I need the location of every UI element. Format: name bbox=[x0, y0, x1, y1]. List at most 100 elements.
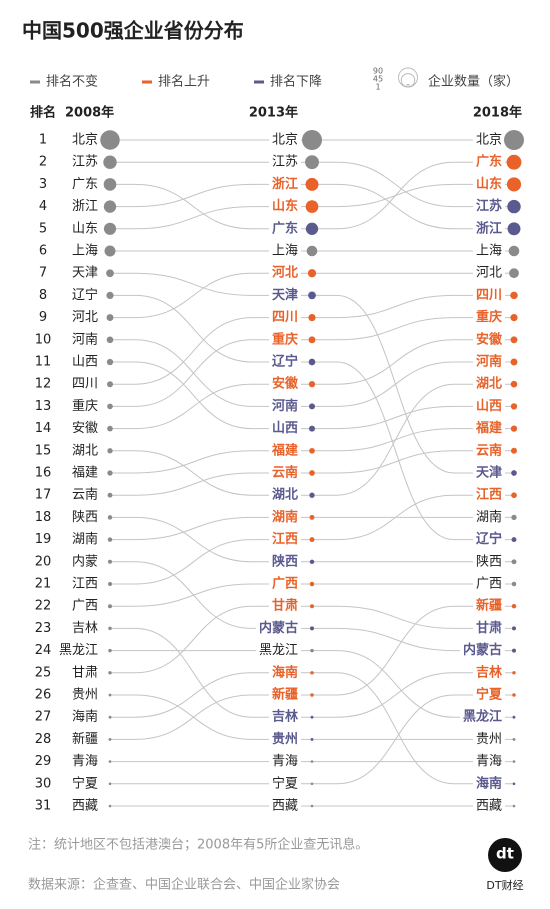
province-label: 福建 bbox=[475, 420, 502, 436]
rank-dot bbox=[308, 313, 316, 322]
label-bg bbox=[268, 353, 301, 371]
rank-dot bbox=[305, 222, 319, 235]
province-label: 天津 bbox=[72, 266, 98, 281]
province-label: 宁夏 bbox=[72, 775, 98, 791]
label-bg bbox=[472, 219, 505, 238]
province-label: 安徽 bbox=[72, 421, 98, 436]
province-label: 北京 bbox=[72, 133, 98, 148]
label-bg bbox=[472, 530, 505, 549]
province-label: 陕西 bbox=[476, 554, 502, 569]
label-bg bbox=[472, 397, 505, 416]
label-bg bbox=[472, 308, 505, 327]
rank-dot bbox=[512, 715, 516, 719]
rank-dot bbox=[309, 492, 315, 498]
connector bbox=[312, 183, 514, 230]
label-bg bbox=[268, 774, 301, 793]
rank-label: 18 bbox=[35, 510, 52, 525]
label-bg bbox=[268, 441, 301, 460]
rank-label: 15 bbox=[35, 443, 52, 458]
province-label: 陕西 bbox=[72, 510, 98, 525]
province-label: 青海 bbox=[72, 754, 98, 769]
connector bbox=[110, 605, 312, 674]
province-label: 湖南 bbox=[272, 509, 298, 525]
rank-label: 9 bbox=[39, 310, 47, 325]
rank-header: 排名 bbox=[30, 105, 56, 121]
rank-dot bbox=[107, 448, 113, 454]
rank-label: 16 bbox=[35, 466, 52, 481]
province-label: 青海 bbox=[476, 754, 502, 769]
province-label: 广东 bbox=[72, 177, 98, 192]
legend-label: 排名下降 bbox=[270, 74, 322, 90]
rank-dot bbox=[511, 603, 517, 609]
connector bbox=[110, 583, 312, 607]
label-bg bbox=[268, 730, 301, 749]
rank-dot bbox=[310, 604, 314, 609]
province-label: 新疆 bbox=[476, 598, 502, 614]
rank-dot bbox=[512, 737, 516, 741]
rank-dot bbox=[107, 403, 113, 410]
province-label: 辽宁 bbox=[272, 354, 298, 370]
connector bbox=[312, 183, 514, 208]
rank-dot bbox=[511, 447, 517, 454]
province-label: 云南 bbox=[272, 465, 298, 481]
label-bg bbox=[268, 397, 301, 416]
province-label: 湖北 bbox=[272, 488, 298, 503]
label-bg bbox=[472, 575, 505, 593]
rank-label: 6 bbox=[39, 244, 47, 259]
rank-label: 17 bbox=[35, 488, 52, 503]
rank-dot bbox=[310, 626, 314, 631]
label-bg bbox=[459, 641, 505, 660]
rank-dot bbox=[511, 537, 517, 543]
connector bbox=[110, 294, 312, 363]
rank-label: 28 bbox=[35, 732, 52, 747]
label-bg bbox=[472, 752, 505, 771]
rank-dot bbox=[310, 693, 314, 697]
label-bg bbox=[472, 508, 505, 527]
year-header: 2013年 bbox=[249, 105, 298, 121]
province-label: 四川 bbox=[72, 377, 98, 392]
rank-dot bbox=[309, 514, 315, 520]
size-legend-label: 企业数量（家） bbox=[428, 74, 519, 90]
province-label: 江苏 bbox=[272, 154, 298, 170]
rank-dot bbox=[309, 559, 315, 565]
province-label: 广西 bbox=[272, 576, 298, 592]
label-bg bbox=[472, 797, 505, 815]
rank-dot bbox=[104, 245, 116, 257]
rank-dot bbox=[308, 358, 316, 366]
province-label: 天津 bbox=[272, 287, 298, 303]
rank-dot bbox=[310, 715, 314, 719]
rank-dot bbox=[510, 358, 518, 366]
size-legend-value: 45 bbox=[373, 75, 383, 84]
province-label: 广东 bbox=[476, 154, 502, 170]
label-bg bbox=[255, 641, 301, 660]
rank-dot bbox=[106, 291, 114, 300]
province-label: 重庆 bbox=[72, 398, 98, 414]
province-label: 陕西 bbox=[272, 553, 298, 569]
province-label: 山西 bbox=[476, 398, 502, 414]
province-label: 浙江 bbox=[476, 220, 502, 236]
connector bbox=[110, 183, 312, 208]
label-bg bbox=[268, 575, 301, 593]
connector bbox=[110, 627, 312, 718]
rank-dot bbox=[307, 269, 317, 278]
connector bbox=[110, 272, 312, 296]
label-bg bbox=[268, 686, 301, 704]
rank-dot bbox=[108, 559, 112, 564]
province-label: 贵州 bbox=[272, 731, 298, 747]
province-label: 河北 bbox=[72, 310, 98, 325]
province-label: 西藏 bbox=[72, 799, 98, 814]
logo-name: DT财经 bbox=[486, 878, 523, 892]
rank-label: 26 bbox=[35, 688, 52, 703]
province-label: 新疆 bbox=[72, 731, 98, 747]
rank-label: 10 bbox=[35, 332, 52, 347]
province-label: 宁夏 bbox=[476, 687, 503, 703]
rank-dot bbox=[508, 245, 520, 257]
label-bg bbox=[268, 797, 301, 815]
connector bbox=[312, 694, 514, 785]
province-label: 黑龙江 bbox=[259, 643, 298, 658]
connector bbox=[110, 472, 312, 496]
province-label: 北京 bbox=[272, 133, 298, 148]
rank-label: 20 bbox=[35, 554, 52, 569]
label-bg bbox=[268, 264, 301, 283]
